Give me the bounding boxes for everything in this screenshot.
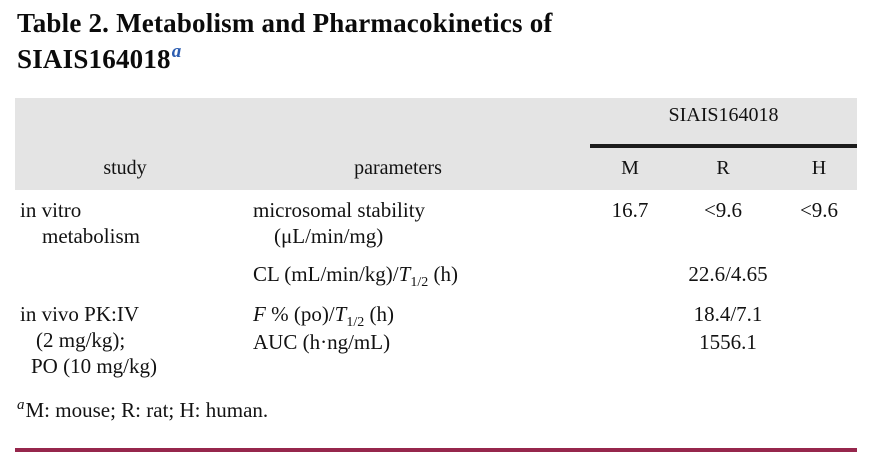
value-cell-h: <9.6 — [799, 198, 839, 222]
value-cell-merged: 18.4/7.1 — [693, 302, 763, 326]
parameter-text: (h) — [428, 262, 458, 286]
parameter-cell-line: CL (mL/min/kg)/T1/2 (h) — [253, 262, 458, 290]
footnote-text: M: mouse; R: rat; H: human. — [25, 398, 269, 422]
parameter-cell-line: (μL/min/mg) — [274, 224, 384, 248]
study-cell-line: in vitro — [20, 198, 82, 222]
title-footnote-marker: a — [171, 41, 182, 62]
parameter-symbol-t: T — [334, 302, 347, 326]
value-cell-merged: 22.6/4.65 — [688, 262, 768, 286]
column-header-parameters: parameters — [354, 157, 442, 179]
table-title-line1: Table 2. Metabolism and Pharmacokinetics… — [17, 8, 553, 38]
compound-name: SIAIS164018 — [17, 44, 171, 74]
column-header-h: H — [811, 157, 827, 179]
parameter-symbol-t: T — [398, 262, 411, 286]
table-title-line2: SIAIS164018a — [17, 41, 737, 81]
table-title: Table 2. Metabolism and Pharmacokinetics… — [17, 5, 737, 81]
study-cell-line: (2 mg/kg); — [36, 328, 126, 352]
study-cell-line: in vivo PK:IV — [20, 302, 140, 326]
parameter-cell-line: microsomal stability — [253, 198, 426, 222]
parameter-text: CL (mL/min/kg)/ — [253, 262, 399, 286]
parameter-cell-line: AUC (h·ng/mL) — [253, 330, 391, 354]
study-cell-line: PO (10 mg/kg) — [31, 354, 157, 378]
study-cell-line: metabolism — [42, 224, 140, 248]
value-cell-m: 16.7 — [611, 198, 649, 222]
bottom-divider-rule — [15, 448, 857, 452]
parameter-cell-line: F % (po)/T1/2 (h) — [253, 302, 394, 330]
value-cell-merged: 1556.1 — [699, 330, 757, 354]
parameter-text: (h) — [364, 302, 394, 326]
column-group-header: SIAIS164018 — [668, 104, 779, 126]
column-header-r: R — [716, 157, 730, 179]
table-footnote: aM: mouse; R: rat; H: human. — [17, 397, 269, 423]
parameter-subscript: 1/2 — [410, 275, 429, 290]
parameter-subscript: 1/2 — [346, 315, 365, 330]
column-header-study: study — [103, 157, 147, 179]
column-header-m: M — [621, 157, 639, 179]
parameter-symbol-f: F — [253, 302, 266, 326]
value-cell-r: <9.6 — [703, 198, 743, 222]
footnote-marker: a — [17, 397, 25, 413]
parameter-text: % (po)/ — [265, 302, 335, 326]
column-group-underline — [590, 144, 857, 148]
